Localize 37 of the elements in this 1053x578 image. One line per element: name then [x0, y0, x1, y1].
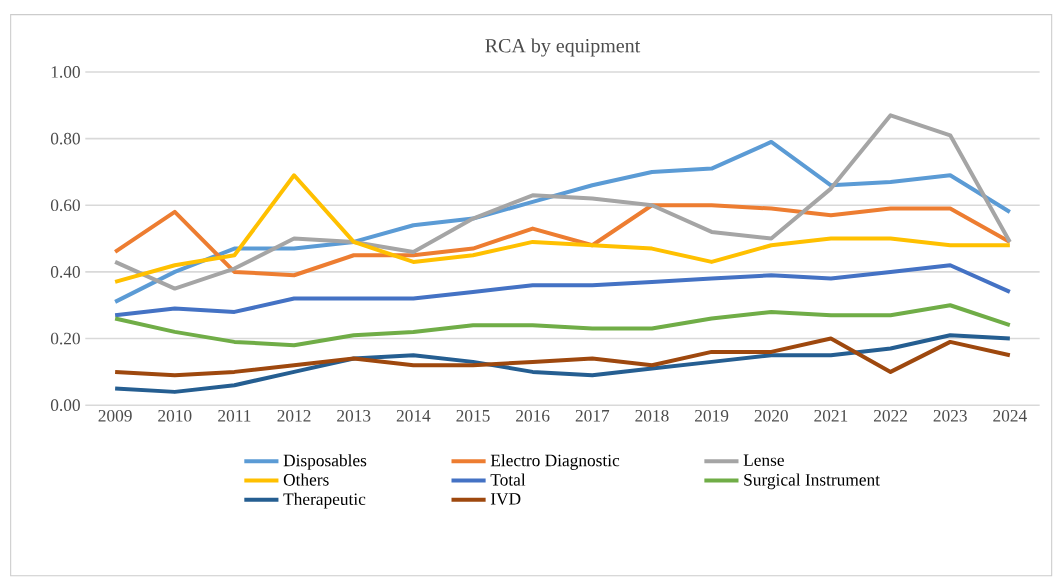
x-tick-label: 2011: [218, 409, 251, 422]
legend-label: IVD: [490, 492, 521, 505]
x-tick-label: 2017: [575, 409, 610, 422]
x-tick-label: 2022: [873, 409, 907, 422]
x-tick-label: 2012: [277, 409, 311, 422]
legend-label: Disposables: [283, 453, 367, 470]
x-tick-label: 2024: [993, 409, 1027, 422]
legend-label: Lense: [743, 454, 784, 466]
line-series: [113, 203, 1012, 278]
line-series: [113, 113, 1012, 291]
y-tick-label: 0.20: [50, 332, 80, 345]
y-tick-label: 0.80: [50, 132, 80, 145]
x-tick-label: 2015: [456, 409, 490, 422]
y-tick-label: 1.00: [51, 65, 80, 78]
line-series: [113, 336, 1012, 377]
line-series: [113, 332, 1012, 394]
x-tick-label: 2021: [814, 409, 848, 422]
x-tick-label: 2014: [396, 409, 431, 422]
chart-title: RCA by equipment: [485, 38, 641, 57]
legend-label: Total: [490, 473, 526, 486]
y-tick-label: 0.40: [50, 265, 80, 278]
legend-label: Others: [283, 473, 329, 486]
x-tick-label: 2020: [754, 409, 788, 422]
legend-label: Electro Diagnostic: [490, 453, 620, 470]
line-series: [113, 173, 1012, 284]
legend-label: Surgical Instrument: [744, 473, 880, 490]
x-tick-label: 2018: [635, 409, 669, 422]
x-tick-label: 2013: [337, 409, 371, 422]
line-series: [113, 303, 1012, 347]
x-tick-label: 2009: [98, 409, 132, 422]
x-tick-label: 2019: [695, 409, 729, 422]
x-tick-label: 2016: [516, 409, 550, 422]
x-tick-label: 2010: [158, 409, 192, 422]
y-tick-label: 0.60: [50, 199, 80, 211]
y-tick-label: 0.00: [50, 399, 80, 411]
legend-label: Therapeutic: [283, 492, 366, 509]
x-tick-label: 2023: [933, 409, 967, 422]
